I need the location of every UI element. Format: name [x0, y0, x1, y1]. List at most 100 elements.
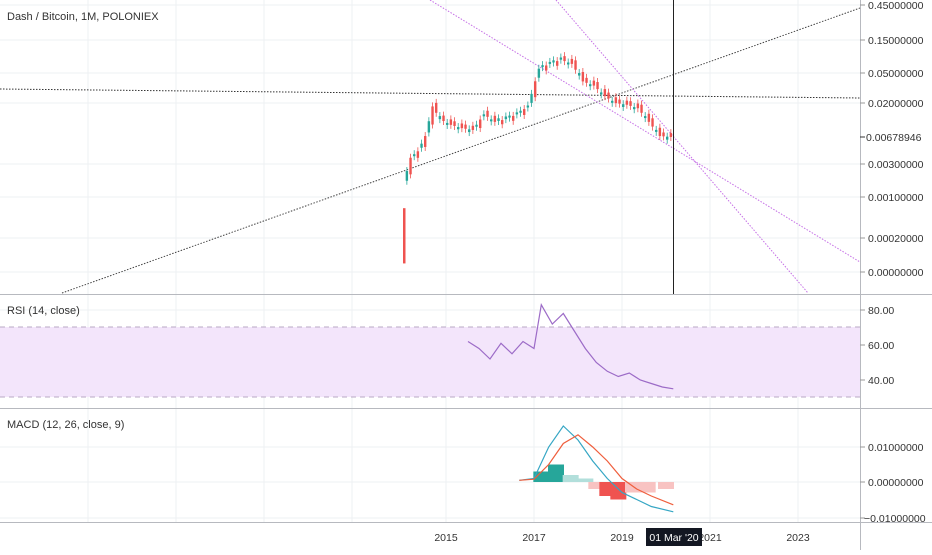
candle	[651, 118, 654, 127]
candle	[530, 93, 533, 103]
candle	[515, 112, 519, 115]
candle	[482, 114, 486, 117]
macd-tick-neg: −0.01000000	[864, 513, 926, 525]
candle	[460, 123, 464, 129]
candle	[405, 171, 409, 181]
price-tick-2: 0.15000000	[868, 35, 924, 47]
macd-tick-pos: 0.01000000	[868, 442, 924, 454]
candle	[607, 92, 610, 99]
time-axis[interactable]: 2015 2017 2019 2021 2023 01 Mar '20	[434, 528, 810, 546]
macd-histogram-bar	[562, 475, 579, 482]
price-tick-1: 0.45000000	[868, 0, 924, 12]
trendlines[interactable]	[0, 0, 861, 294]
candle	[625, 100, 629, 105]
candle	[537, 68, 541, 78]
price-tick-5: 0.00300000	[868, 159, 924, 171]
time-tick-2023: 2023	[786, 532, 810, 544]
candle	[548, 61, 552, 64]
candle	[596, 82, 599, 90]
rsi-tick-60: 60.00	[868, 340, 894, 352]
time-tick-2015: 2015	[434, 532, 458, 544]
macd-line	[519, 425, 674, 513]
macd-histogram-bar	[658, 482, 674, 489]
candle	[431, 106, 434, 125]
horizontal-trendline[interactable]	[0, 88, 861, 99]
purple-trendline-2[interactable]	[555, 0, 809, 294]
crosshair-time-box	[646, 528, 702, 546]
candle	[471, 125, 475, 130]
macd-histogram-bar	[588, 482, 605, 489]
candle	[512, 115, 515, 121]
candle	[581, 72, 585, 82]
candle	[574, 60, 577, 70]
candle	[442, 115, 445, 122]
rsi-tick-80: 80.00	[868, 305, 894, 317]
chart-title: Dash / Bitcoin, 1M, POLONIEX	[7, 11, 159, 23]
rsi-tick-40: 40.00	[868, 375, 894, 387]
candle	[556, 61, 559, 66]
candle	[589, 84, 592, 87]
candle	[570, 58, 574, 64]
candle	[508, 115, 511, 118]
candle	[416, 151, 420, 158]
rsi-axis[interactable]: 80.00 60.00 40.00	[860, 305, 894, 387]
candle	[552, 60, 555, 63]
time-tick-2017: 2017	[522, 532, 546, 544]
candle	[578, 73, 581, 76]
candle	[669, 133, 673, 137]
candle	[453, 121, 456, 126]
candle	[585, 77, 588, 83]
crosshair-time-label: 01 Mar '20	[649, 532, 698, 544]
candle	[662, 132, 665, 137]
candle	[534, 81, 537, 98]
macd-tick-zero: 0.00000000	[868, 477, 924, 489]
candle	[647, 113, 651, 122]
candle	[636, 103, 640, 109]
price-tick-8: 0.00000000	[868, 267, 924, 279]
candle	[600, 92, 603, 95]
candle	[446, 122, 449, 125]
macd-histogram-bar	[610, 482, 627, 500]
candle	[449, 119, 453, 125]
candle	[475, 124, 478, 127]
macd-histogram-bar	[533, 471, 550, 482]
candle	[658, 127, 662, 137]
macd-histogram-bar	[625, 482, 641, 493]
candle	[611, 100, 614, 103]
macd-axis[interactable]: 0.01000000 0.00000000 −0.01000000	[860, 442, 926, 525]
signal-line	[519, 434, 674, 506]
rsi-line	[467, 303, 674, 390]
candle	[464, 124, 467, 129]
candle	[424, 136, 427, 147]
candle	[493, 115, 497, 122]
candle	[468, 129, 471, 133]
candle	[614, 97, 618, 104]
candle	[427, 121, 431, 133]
last-price-label: 0.00678946	[866, 132, 922, 144]
candle	[523, 109, 526, 115]
candle	[640, 104, 643, 113]
macd-histogram-bar	[639, 482, 656, 493]
candle	[603, 89, 607, 97]
rsi-label: RSI (14, close)	[7, 305, 80, 317]
candle	[541, 65, 544, 68]
candle	[563, 56, 566, 62]
candle	[435, 102, 438, 113]
candle	[618, 99, 621, 104]
candle	[504, 116, 508, 120]
candle	[413, 154, 416, 157]
time-tick-2019: 2019	[610, 532, 634, 544]
candle	[545, 65, 548, 71]
price-tick-3: 0.05000000	[868, 68, 924, 80]
price-axis[interactable]: 0.45000000 0.15000000 0.05000000 0.02000…	[860, 0, 924, 279]
candle	[666, 136, 669, 140]
candle	[486, 110, 489, 117]
candle	[633, 107, 636, 110]
candle	[457, 127, 460, 130]
candle	[409, 157, 412, 175]
candle	[629, 101, 632, 106]
rising-trendline[interactable]	[61, 7, 861, 294]
candle	[592, 80, 596, 86]
